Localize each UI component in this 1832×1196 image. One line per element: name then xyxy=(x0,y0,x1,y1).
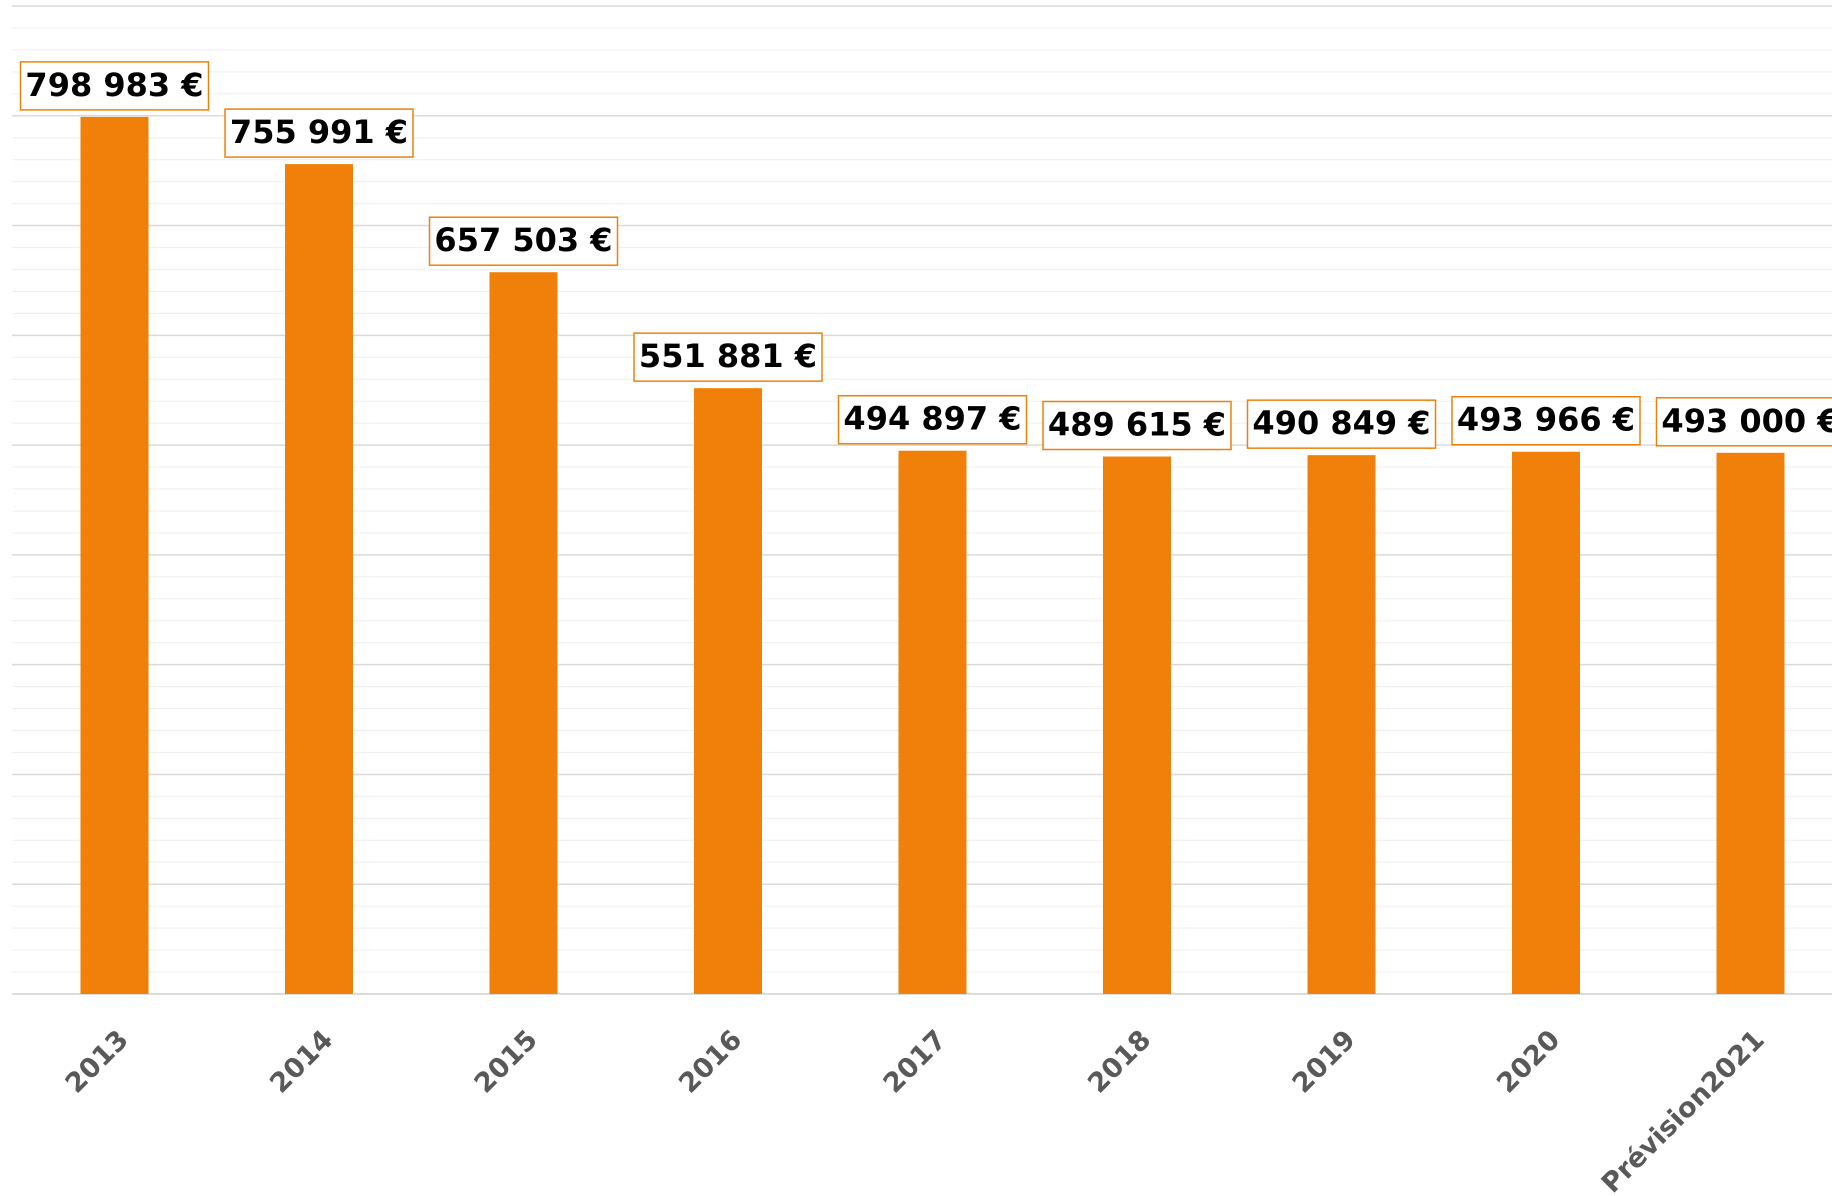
data-label: 551 881 € xyxy=(639,337,817,375)
data-label: 494 897 € xyxy=(843,400,1021,438)
data-label-box xyxy=(1246,399,1437,449)
bar xyxy=(1716,452,1785,995)
bar xyxy=(1103,456,1171,994)
bar xyxy=(80,116,149,994)
x-tick-label: 2014 xyxy=(264,1024,339,1099)
data-label: 490 849 € xyxy=(1252,404,1430,442)
bar xyxy=(1307,455,1376,994)
x-tick-label: 2017 xyxy=(878,1024,953,1099)
x-tick-label: 2018 xyxy=(1082,1024,1157,1099)
data-label-box xyxy=(1451,395,1641,446)
x-tick-label: 2015 xyxy=(469,1024,544,1099)
data-label-box xyxy=(837,394,1028,445)
bar xyxy=(898,450,967,994)
data-label-box xyxy=(1655,397,1832,447)
bar xyxy=(285,164,353,995)
x-tick-label: 2020 xyxy=(1491,1024,1566,1099)
bar xyxy=(489,272,558,994)
x-tick-label: 2016 xyxy=(673,1024,748,1099)
bar xyxy=(1512,451,1580,994)
x-tick-label: 2013 xyxy=(60,1024,135,1099)
data-label: 657 503 € xyxy=(434,221,612,259)
data-label-box xyxy=(1042,400,1232,451)
data-label: 798 983 € xyxy=(25,66,203,104)
data-label: 493 000 € xyxy=(1661,402,1832,440)
data-label-box xyxy=(19,61,210,111)
data-label: 493 966 € xyxy=(1457,401,1635,439)
x-tick-label: Prévision2021 xyxy=(1596,1024,1771,1196)
data-label-box xyxy=(633,332,823,382)
x-tick-label: 2019 xyxy=(1287,1024,1362,1099)
data-label-box xyxy=(428,216,619,266)
bar xyxy=(694,388,762,994)
data-label-box xyxy=(224,108,414,158)
data-label: 755 991 € xyxy=(230,113,408,151)
data-label: 489 615 € xyxy=(1048,406,1226,444)
